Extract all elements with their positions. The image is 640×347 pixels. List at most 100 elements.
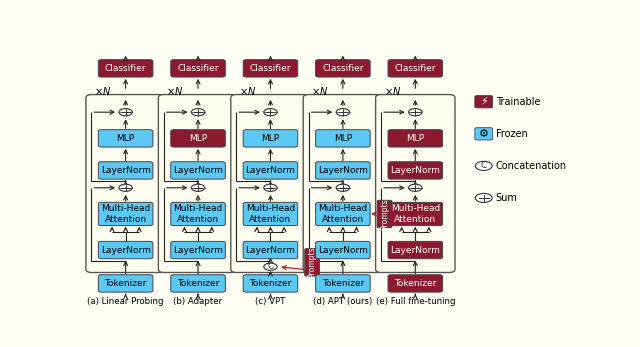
FancyBboxPatch shape <box>316 202 370 226</box>
Text: C: C <box>481 161 487 170</box>
FancyBboxPatch shape <box>99 130 153 147</box>
FancyBboxPatch shape <box>388 275 443 292</box>
FancyBboxPatch shape <box>316 162 370 179</box>
Text: $\times N$: $\times N$ <box>311 85 328 97</box>
Text: Multi-Head
Attention: Multi-Head Attention <box>390 204 440 224</box>
Text: Classifier: Classifier <box>322 64 364 73</box>
FancyBboxPatch shape <box>158 94 237 272</box>
Text: Tokenizer: Tokenizer <box>249 279 292 288</box>
FancyBboxPatch shape <box>99 275 153 292</box>
Circle shape <box>408 109 422 116</box>
FancyBboxPatch shape <box>231 94 310 272</box>
Circle shape <box>336 184 349 192</box>
Circle shape <box>264 184 277 192</box>
Text: Multi-Head
Attention: Multi-Head Attention <box>318 204 367 224</box>
FancyBboxPatch shape <box>243 162 298 179</box>
Text: Prompts: Prompts <box>308 246 317 278</box>
Circle shape <box>191 109 205 116</box>
Text: ⚙: ⚙ <box>479 129 489 139</box>
FancyBboxPatch shape <box>171 60 225 77</box>
Text: Multi-Head
Attention: Multi-Head Attention <box>173 204 223 224</box>
Text: Sum: Sum <box>495 193 518 203</box>
FancyBboxPatch shape <box>376 94 455 272</box>
Text: $\times N$: $\times N$ <box>239 85 256 97</box>
Text: LayerNorm: LayerNorm <box>100 246 150 255</box>
FancyBboxPatch shape <box>171 275 225 292</box>
FancyBboxPatch shape <box>99 162 153 179</box>
Text: Multi-Head
Attention: Multi-Head Attention <box>101 204 150 224</box>
Text: Trainable: Trainable <box>495 97 540 107</box>
Text: $\times N$: $\times N$ <box>383 85 401 97</box>
Text: (e) Full fine-tuning: (e) Full fine-tuning <box>376 297 455 306</box>
FancyBboxPatch shape <box>388 130 443 147</box>
FancyBboxPatch shape <box>388 202 443 226</box>
FancyBboxPatch shape <box>475 128 493 140</box>
Circle shape <box>476 193 492 203</box>
Text: LayerNorm: LayerNorm <box>390 166 440 175</box>
Text: Tokenizer: Tokenizer <box>322 279 364 288</box>
Circle shape <box>191 184 205 192</box>
Text: MLP: MLP <box>189 134 207 143</box>
FancyBboxPatch shape <box>305 248 319 276</box>
FancyBboxPatch shape <box>377 200 392 228</box>
FancyBboxPatch shape <box>243 275 298 292</box>
Text: MLP: MLP <box>116 134 134 143</box>
FancyBboxPatch shape <box>171 202 225 226</box>
FancyBboxPatch shape <box>316 60 370 77</box>
FancyBboxPatch shape <box>388 242 443 259</box>
Text: Tokenizer: Tokenizer <box>177 279 220 288</box>
Circle shape <box>264 109 277 116</box>
FancyBboxPatch shape <box>171 242 225 259</box>
Circle shape <box>264 263 277 270</box>
FancyBboxPatch shape <box>99 202 153 226</box>
Text: ⚡: ⚡ <box>480 97 488 107</box>
Text: MLP: MLP <box>406 134 424 143</box>
Text: (a) Linear Probing: (a) Linear Probing <box>88 297 164 306</box>
Text: LayerNorm: LayerNorm <box>390 246 440 255</box>
Circle shape <box>408 184 422 192</box>
Text: LayerNorm: LayerNorm <box>173 246 223 255</box>
Text: Classifier: Classifier <box>394 64 436 73</box>
Text: MLP: MLP <box>261 134 280 143</box>
FancyBboxPatch shape <box>316 275 370 292</box>
Circle shape <box>476 161 492 170</box>
Text: Tokenizer: Tokenizer <box>394 279 436 288</box>
Circle shape <box>119 184 132 192</box>
FancyBboxPatch shape <box>475 96 493 108</box>
FancyBboxPatch shape <box>243 60 298 77</box>
Text: LayerNorm: LayerNorm <box>318 166 368 175</box>
Text: Classifier: Classifier <box>105 64 147 73</box>
Text: Tokenizer: Tokenizer <box>104 279 147 288</box>
Text: LayerNorm: LayerNorm <box>100 166 150 175</box>
Text: Concatenation: Concatenation <box>495 161 567 171</box>
Text: $\times N$: $\times N$ <box>94 85 111 97</box>
Text: $\times N$: $\times N$ <box>166 85 184 97</box>
FancyBboxPatch shape <box>316 242 370 259</box>
Circle shape <box>336 109 349 116</box>
FancyBboxPatch shape <box>388 162 443 179</box>
Text: (c) VPT: (c) VPT <box>255 297 285 306</box>
FancyBboxPatch shape <box>86 94 165 272</box>
FancyBboxPatch shape <box>171 130 225 147</box>
Text: Frozen: Frozen <box>495 129 527 139</box>
FancyBboxPatch shape <box>316 130 370 147</box>
FancyBboxPatch shape <box>243 130 298 147</box>
Text: LayerNorm: LayerNorm <box>318 246 368 255</box>
Text: LayerNorm: LayerNorm <box>173 166 223 175</box>
Text: Classifier: Classifier <box>177 64 219 73</box>
Text: Prompts: Prompts <box>380 198 389 230</box>
FancyBboxPatch shape <box>99 60 153 77</box>
Text: (b) Adapter: (b) Adapter <box>173 297 223 306</box>
FancyBboxPatch shape <box>388 60 443 77</box>
FancyBboxPatch shape <box>303 94 383 272</box>
Text: LayerNorm: LayerNorm <box>246 166 296 175</box>
FancyBboxPatch shape <box>171 162 225 179</box>
Text: LayerNorm: LayerNorm <box>246 246 296 255</box>
Text: (d) APT (ours): (d) APT (ours) <box>313 297 372 306</box>
Text: C: C <box>268 262 273 271</box>
Text: MLP: MLP <box>334 134 352 143</box>
Text: Multi-Head
Attention: Multi-Head Attention <box>246 204 295 224</box>
FancyBboxPatch shape <box>99 242 153 259</box>
FancyBboxPatch shape <box>243 202 298 226</box>
Circle shape <box>119 109 132 116</box>
